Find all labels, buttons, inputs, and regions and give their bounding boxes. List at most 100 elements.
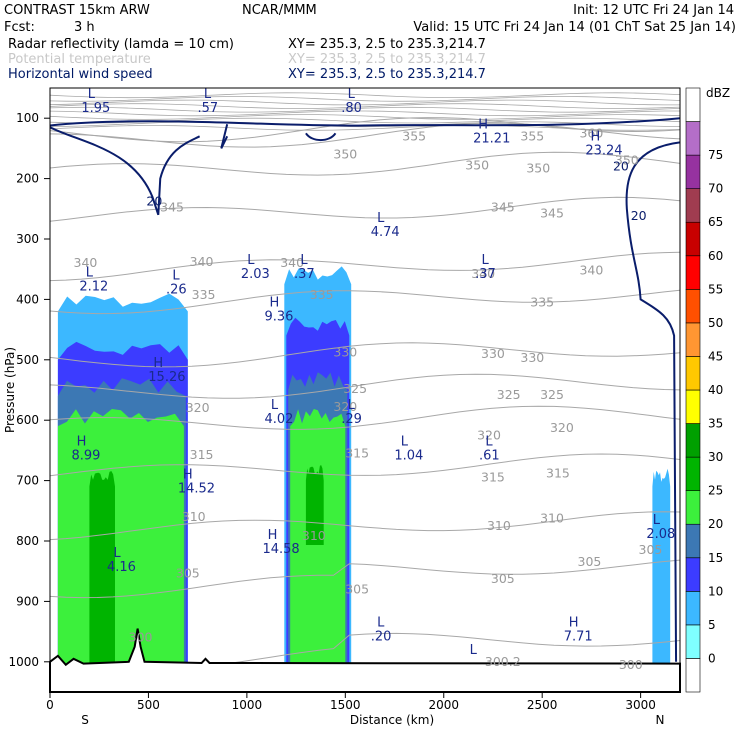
model-title: CONTRAST 15km ARW: [4, 3, 150, 18]
theta-label: 320: [477, 427, 501, 442]
wind-contour-jet: [50, 117, 680, 127]
south-label: S: [81, 713, 89, 727]
extremum-value: 8.99: [72, 448, 101, 463]
high-marker: H: [478, 117, 488, 132]
extremum-value: 4.74: [371, 225, 400, 240]
plot-frame: [49, 87, 681, 693]
colorbar-swatch: [685, 658, 701, 693]
colorbar-label: 0: [708, 651, 716, 665]
extremum-value: 1.95: [81, 101, 110, 116]
extremum-value: 14.58: [262, 542, 299, 557]
y-tick-label: 100: [16, 111, 39, 125]
y-tick-label: 500: [16, 353, 39, 367]
axes: 0 500 1000 1500 2000 2500 3000 100 200 300 400 500 6…: [8, 111, 655, 712]
theta-label: 350: [526, 160, 550, 175]
x-tick-label: 2000: [428, 698, 459, 712]
reflectivity-cell-25dbz: [89, 471, 115, 672]
x-tick-label: 1500: [330, 698, 361, 712]
colorbar-label: 65: [708, 215, 723, 229]
theta-label: 320: [186, 400, 210, 415]
low-marker: L: [88, 87, 96, 102]
wind-contours: [50, 117, 680, 662]
low-marker: L: [300, 253, 308, 268]
high-marker: H: [268, 528, 278, 543]
theta-label: 300: [129, 630, 153, 645]
field-name-reflectivity: Radar reflectivity (lamda = 10 cm): [8, 37, 234, 52]
colorbar-swatch: [685, 289, 701, 324]
y-tick-label: 800: [16, 534, 39, 548]
theta-label: 305: [345, 581, 369, 596]
theta-label: 335: [530, 294, 554, 309]
low-marker: L: [485, 434, 493, 449]
theta-label: 305: [639, 542, 663, 557]
theta-label: 360: [579, 125, 603, 140]
init-time: Init: 12 UTC Fri 24 Jan 14: [573, 3, 734, 18]
colorbar-label: 70: [708, 182, 723, 196]
high-marker: H: [77, 434, 87, 449]
x-tick-label: 500: [137, 698, 160, 712]
colorbar-swatch: [685, 423, 701, 458]
reflectivity-fill: [57, 266, 671, 672]
colorbar-label: 55: [708, 282, 723, 296]
y-tick-label: 300: [16, 232, 39, 246]
theta-label: 300: [619, 657, 643, 672]
theta-label: 335: [310, 287, 334, 302]
extremum-value: 7.71: [564, 630, 593, 645]
colorbar-swatch: [685, 624, 701, 659]
colorbar-label: 30: [708, 450, 723, 464]
y-tick-label: 900: [16, 594, 39, 608]
theta-line-upper: [50, 103, 680, 109]
extremum-value: 4.16: [107, 560, 136, 575]
theta-label: 340: [471, 266, 495, 281]
extremum-value: 2.03: [241, 267, 270, 282]
theta-label: 345: [491, 200, 515, 215]
high-marker: H: [569, 616, 579, 631]
colorbar-label: 10: [708, 584, 723, 598]
theta-line-310: [50, 511, 680, 541]
low-marker: L: [401, 434, 409, 449]
org-label: NCAR/MMM: [242, 3, 317, 18]
colorbar-label: 40: [708, 383, 723, 397]
theta-label: 320: [333, 399, 357, 414]
colorbar-unit: dBZ: [706, 86, 730, 100]
reflectivity-cell-5dbz: [652, 468, 671, 672]
colorbar-swatch: [685, 557, 701, 592]
low-marker: L: [653, 513, 661, 528]
colorbar-label: 50: [708, 316, 723, 330]
theta-label: 305: [176, 566, 200, 581]
field-xy-reflectivity: XY= 235.3, 2.5 to 235.3,214.7: [288, 37, 486, 52]
low-marker: L: [348, 87, 356, 102]
extremum-value: 21.21: [473, 131, 510, 146]
theta-label: 310: [182, 509, 206, 524]
theta-line-305: [50, 559, 680, 599]
fcst-label: Fcst:: [4, 20, 35, 35]
y-tick-label: 400: [16, 292, 39, 306]
low-marker: L: [271, 398, 279, 413]
y-tick-label: 200: [16, 172, 39, 186]
reflectivity-cell-25dbz: [305, 465, 324, 545]
theta-label: 340: [190, 254, 214, 269]
extremum-value: 1.04: [394, 448, 423, 463]
header: CONTRAST 15km ARW NCAR/MMM Init: 12 UTC …: [4, 3, 736, 82]
y-tick-label: 700: [16, 474, 39, 488]
theta-label: 350: [333, 146, 357, 161]
theta-label: 300.2: [485, 654, 521, 669]
low-marker: L: [481, 253, 489, 268]
wind-contour-20-east: [625, 141, 680, 662]
north-label: N: [656, 713, 665, 727]
theta-label: 330: [333, 345, 357, 360]
low-marker: L: [86, 265, 94, 280]
colorbar-label: 25: [708, 484, 723, 498]
extremum-value: .57: [198, 101, 219, 116]
colorbar-swatch: [685, 389, 701, 424]
theta-label: 340: [579, 262, 603, 277]
colorbar-swatch: [685, 221, 701, 257]
colorbar-label: 60: [708, 249, 723, 263]
extremum-value: .20: [371, 630, 392, 645]
colorbar-label: 15: [708, 551, 723, 565]
extremum-value: 23.24: [585, 143, 622, 158]
extremum-value: .29: [341, 412, 362, 427]
y-axis-label: Pressure (hPa): [3, 347, 17, 433]
colorbar-swatch: [685, 356, 701, 391]
x-tick-label: 3000: [625, 698, 656, 712]
